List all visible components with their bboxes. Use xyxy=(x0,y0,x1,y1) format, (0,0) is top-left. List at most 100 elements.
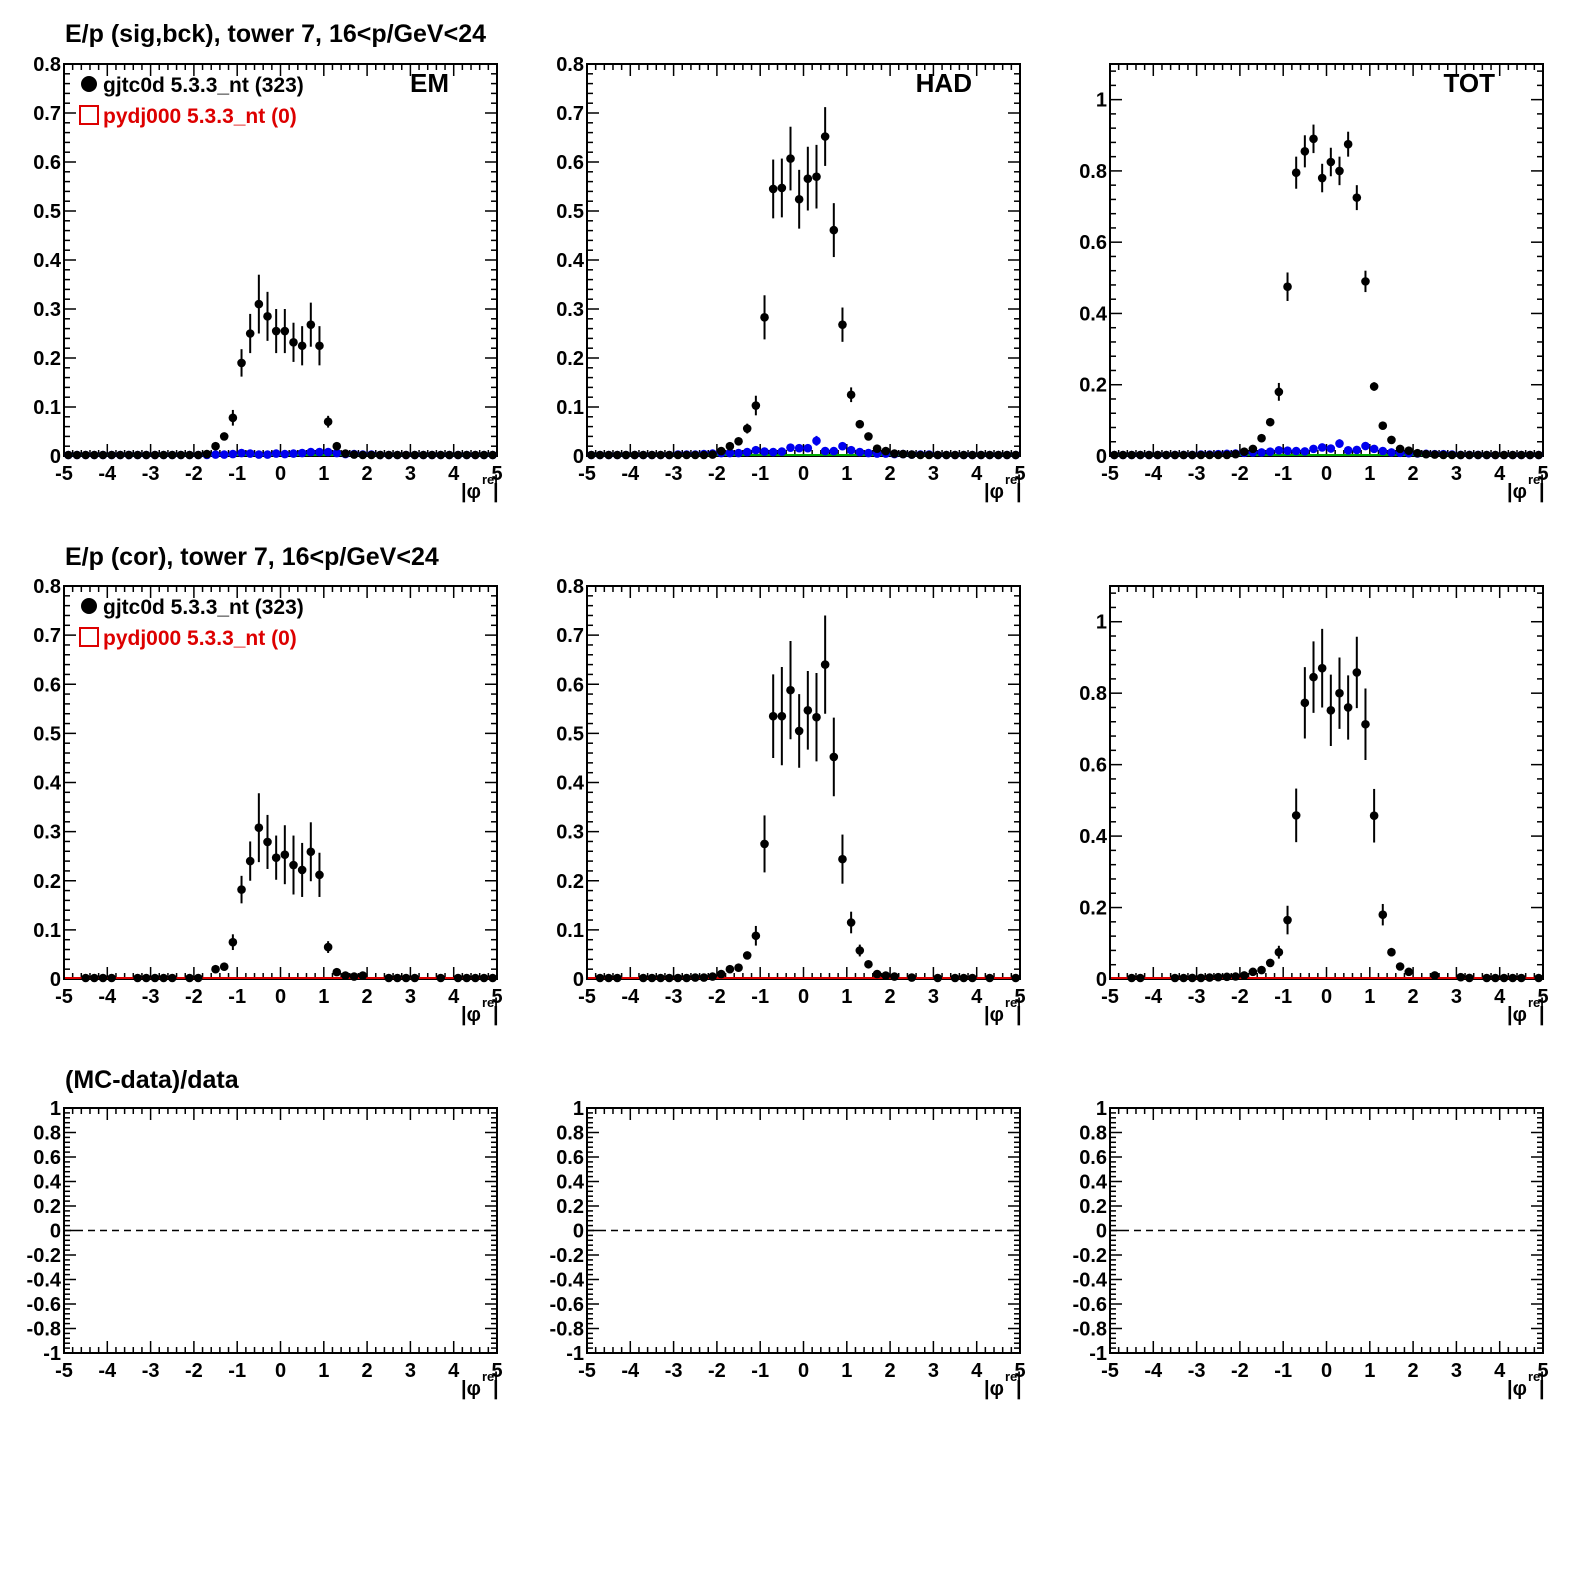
x-tick-label: 2 xyxy=(362,986,373,1008)
data-point xyxy=(1179,450,1188,460)
x-tick-label: -2 xyxy=(708,463,726,485)
x-tick-label: 5 xyxy=(1537,1360,1548,1382)
data-point xyxy=(1274,445,1284,455)
data-point xyxy=(1127,973,1136,983)
x-tick-label: -2 xyxy=(1231,986,1249,1008)
data-point xyxy=(1447,450,1457,460)
data-point xyxy=(864,959,873,969)
data-point xyxy=(976,450,986,460)
data-point xyxy=(1317,663,1327,673)
series-data xyxy=(1127,628,1543,983)
data-point xyxy=(1508,973,1517,983)
data-point xyxy=(1361,719,1370,729)
data-point xyxy=(193,973,203,983)
data-point xyxy=(933,973,943,983)
data-point xyxy=(613,973,622,983)
data-point xyxy=(1517,973,1526,983)
x-tick-label: -5 xyxy=(55,463,73,485)
x-axis-title: |φ xyxy=(1507,1004,1527,1026)
data-point xyxy=(734,963,743,973)
x-tick-label: -2 xyxy=(1231,463,1249,485)
data-point xyxy=(1011,973,1020,983)
data-point xyxy=(81,450,90,460)
x-tick-label: 5 xyxy=(1537,463,1548,485)
x-tick-label: -1 xyxy=(1274,1360,1292,1382)
x-tick-label: -5 xyxy=(1101,463,1119,485)
data-point xyxy=(254,299,264,309)
data-point xyxy=(950,973,960,983)
y-tick-label: 0.8 xyxy=(556,1123,584,1145)
x-tick-label: 1 xyxy=(841,986,852,1008)
data-point xyxy=(742,447,752,457)
x-axis-title: |φ xyxy=(984,481,1004,503)
y-tick-label: -1 xyxy=(566,1343,584,1365)
data-point xyxy=(1326,706,1336,715)
data-point xyxy=(263,837,272,847)
data-point xyxy=(176,450,186,460)
data-point xyxy=(332,448,342,458)
x-tick-label: 0 xyxy=(798,463,809,485)
data-point xyxy=(1430,450,1440,459)
y-tick-label: 0.2 xyxy=(556,871,584,893)
x-tick-label: -3 xyxy=(665,463,683,485)
data-point xyxy=(1378,446,1388,456)
data-point xyxy=(315,341,324,351)
x-axis-title-close: | xyxy=(493,1004,499,1026)
x-tick-label: 3 xyxy=(1451,986,1462,1008)
x-tick-label: 3 xyxy=(405,1360,416,1382)
data-point xyxy=(185,973,194,983)
data-point xyxy=(786,154,795,163)
data-point xyxy=(133,450,142,460)
data-point xyxy=(682,450,691,460)
y-tick-label: 0.5 xyxy=(33,723,61,745)
data-point xyxy=(803,705,813,715)
data-point xyxy=(419,450,428,460)
x-tick-label: 4 xyxy=(1494,1360,1506,1382)
x-tick-label: -5 xyxy=(1101,986,1119,1008)
x-tick-label: 1 xyxy=(1364,463,1375,485)
data-point xyxy=(1161,450,1171,460)
data-point xyxy=(1491,973,1500,983)
data-point xyxy=(254,450,264,459)
x-tick-label: -5 xyxy=(578,463,596,485)
x-tick-label: 1 xyxy=(318,986,329,1008)
x-tick-label: -3 xyxy=(142,986,160,1008)
data-point xyxy=(829,752,839,762)
data-point xyxy=(1465,450,1474,460)
data-point xyxy=(1144,450,1154,460)
y-tick-label: 0.4 xyxy=(33,250,62,272)
y-tick-label: 0 xyxy=(50,446,61,468)
data-point xyxy=(237,448,246,458)
x-axis-title-superscript: rel xyxy=(1005,995,1021,1010)
x-tick-label: 1 xyxy=(1364,1360,1375,1382)
legend-label-data: gjtc0d 5.3.3_nt (323) xyxy=(103,596,304,619)
row-title-signal-background: E/p (sig,bck), tower 7, 16<p/GeV<24 xyxy=(65,20,486,48)
data-point xyxy=(812,436,821,446)
corner-label: EM xyxy=(410,68,449,98)
data-point xyxy=(297,865,307,875)
x-axis-title-superscript: rel xyxy=(1528,1369,1544,1384)
data-point xyxy=(725,448,735,458)
data-point xyxy=(1283,282,1292,292)
data-point xyxy=(1187,973,1197,983)
x-axis-title-superscript: rel xyxy=(1005,1369,1021,1384)
x-tick-label: -3 xyxy=(1188,1360,1206,1382)
y-tick-label: -0.4 xyxy=(1073,1270,1108,1292)
data-point xyxy=(1317,173,1327,183)
data-point xyxy=(1153,450,1162,460)
x-axis-title-superscript: rel xyxy=(482,472,498,487)
data-point xyxy=(323,417,333,427)
x-tick-label: -3 xyxy=(665,1360,683,1382)
data-point xyxy=(794,194,804,204)
x-tick-label: 4 xyxy=(971,463,983,485)
data-point xyxy=(708,972,717,981)
data-point xyxy=(838,854,847,864)
data-point xyxy=(436,450,446,460)
y-tick-label: 0.6 xyxy=(556,152,584,174)
x-axis-title-close: | xyxy=(1016,1004,1022,1026)
data-point xyxy=(968,450,977,460)
data-point xyxy=(1274,947,1284,957)
plot-frame xyxy=(586,63,1021,457)
y-tick-label: 0.6 xyxy=(556,1147,584,1169)
